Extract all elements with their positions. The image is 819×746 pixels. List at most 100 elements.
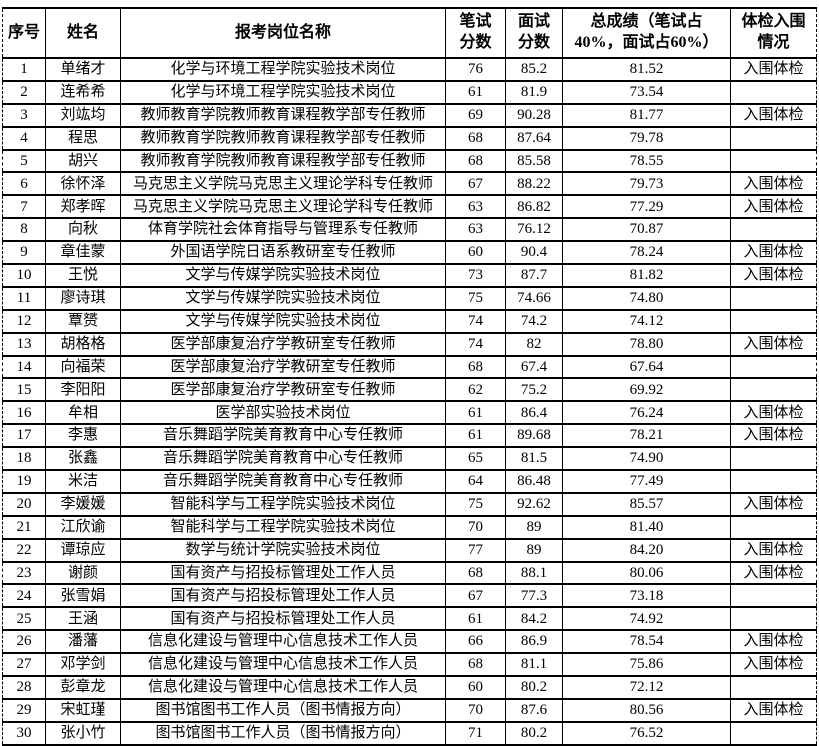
cell-position: 音乐舞蹈学院美育教育中心专任教师 bbox=[120, 469, 446, 494]
cell-name: 李媛媛 bbox=[45, 491, 121, 517]
cell-index: 24 bbox=[2, 583, 46, 609]
cell-written-score: 66 bbox=[445, 629, 506, 655]
cell-position: 体育学院社会体育指导与管理系专任教师 bbox=[120, 217, 446, 243]
cell-index: 11 bbox=[2, 285, 46, 311]
table-row: 23 谢颜 国有资产与招投标管理处工作人员 68 88.1 80.06 入围体检 bbox=[2, 560, 817, 586]
cell-index: 21 bbox=[2, 514, 46, 540]
cell-interview-score: 74.2 bbox=[505, 308, 563, 334]
cell-name: 连希希 bbox=[45, 79, 121, 105]
column-header-position: 报考岗位名称 bbox=[120, 7, 446, 59]
cell-written-score: 74 bbox=[445, 331, 506, 357]
cell-interview-score: 86.48 bbox=[505, 469, 563, 494]
table-row: 29 宋虹瑾 图书馆图书工作人员（图书情报方向） 70 87.6 80.56 入围体检 bbox=[2, 697, 817, 723]
cell-written-score: 70 bbox=[445, 514, 506, 540]
cell-name: 张雪娟 bbox=[45, 583, 121, 609]
cell-position: 智能科学与工程学院实验技术岗位 bbox=[120, 514, 446, 540]
cell-total-score: 80.06 bbox=[562, 560, 731, 586]
cell-position: 音乐舞蹈学院美育教育中心专任教师 bbox=[120, 423, 446, 449]
cell-interview-score: 87.7 bbox=[505, 263, 563, 288]
cell-index: 14 bbox=[2, 354, 46, 380]
cell-index: 8 bbox=[2, 217, 46, 243]
cell-total-score: 78.54 bbox=[562, 629, 731, 655]
cell-position: 国有资产与招投标管理处工作人员 bbox=[120, 560, 446, 586]
cell-total-score: 75.86 bbox=[562, 652, 731, 678]
cell-index: 30 bbox=[2, 720, 46, 746]
cell-total-score: 78.55 bbox=[562, 148, 731, 174]
cell-total-score: 73.54 bbox=[562, 79, 731, 105]
cell-position: 马克思主义学院马克思主义理论学科专任教师 bbox=[120, 194, 446, 220]
cell-interview-score: 80.2 bbox=[505, 675, 563, 700]
cell-written-score: 65 bbox=[445, 446, 506, 472]
cell-name: 谭琼应 bbox=[45, 537, 121, 563]
column-header-interview-score: 面试 分数 bbox=[505, 7, 563, 59]
cell-position: 信息化建设与管理中心信息技术工作人员 bbox=[120, 675, 446, 700]
table-row: 25 王涵 国有资产与招投标管理处工作人员 61 84.2 74.92 bbox=[2, 606, 817, 632]
cell-total-score: 72.12 bbox=[562, 675, 731, 700]
table-row: 19 米洁 音乐舞蹈学院美育教育中心专任教师 64 86.48 77.49 bbox=[2, 469, 817, 494]
column-header-index: 序号 bbox=[2, 7, 46, 59]
cell-index: 20 bbox=[2, 491, 46, 517]
cell-written-score: 62 bbox=[445, 377, 506, 403]
cell-name: 宋虹瑾 bbox=[45, 697, 121, 723]
cell-name: 刘竑均 bbox=[45, 102, 121, 128]
cell-interview-score: 86.9 bbox=[505, 629, 563, 655]
cell-total-score: 69.92 bbox=[562, 377, 731, 403]
cell-index: 19 bbox=[2, 469, 46, 494]
cell-name: 李惠 bbox=[45, 423, 121, 449]
cell-name: 章佳蒙 bbox=[45, 240, 121, 266]
table-row: 4 程思 教师教育学院教师教育课程教学部专任教师 68 87.64 79.78 bbox=[2, 125, 817, 151]
cell-name: 谢颜 bbox=[45, 560, 121, 586]
cell-total-score: 81.52 bbox=[562, 57, 731, 82]
cell-written-score: 64 bbox=[445, 469, 506, 494]
cell-index: 12 bbox=[2, 308, 46, 334]
table-row: 20 李媛媛 智能科学与工程学院实验技术岗位 75 92.62 85.57 入围体检 bbox=[2, 491, 817, 517]
cell-medical-status bbox=[730, 446, 817, 472]
cell-index: 17 bbox=[2, 423, 46, 449]
table-row: 11 廖诗琪 文学与传媒学院实验技术岗位 75 74.66 74.80 bbox=[2, 285, 817, 311]
cell-medical-status bbox=[730, 583, 817, 609]
table-row: 17 李惠 音乐舞蹈学院美育教育中心专任教师 61 89.68 78.21 入围体检 bbox=[2, 423, 817, 449]
cell-medical-status bbox=[730, 354, 817, 380]
table-row: 26 潘藩 信息化建设与管理中心信息技术工作人员 66 86.9 78.54 入围体检 bbox=[2, 629, 817, 655]
cell-interview-score: 88.1 bbox=[505, 560, 563, 586]
cell-interview-score: 87.6 bbox=[505, 697, 563, 723]
cell-total-score: 81.77 bbox=[562, 102, 731, 128]
cell-total-score: 85.57 bbox=[562, 491, 731, 517]
results-table: 序号 姓名 报考岗位名称 笔试 分数 面试 分数 总成绩（笔试占 40%，面试占60%）体… bbox=[2, 7, 817, 746]
cell-interview-score: 90.4 bbox=[505, 240, 563, 266]
cell-medical-status bbox=[730, 675, 817, 700]
cell-index: 18 bbox=[2, 446, 46, 472]
cell-index: 15 bbox=[2, 377, 46, 403]
cell-medical-status bbox=[730, 514, 817, 540]
cell-position: 外国语学院日语系教研室专任教师 bbox=[120, 240, 446, 266]
cell-name: 徐怀泽 bbox=[45, 171, 121, 197]
cell-position: 图书馆图书工作人员（图书情报方向） bbox=[120, 697, 446, 723]
table-row: 10 王悦 文学与传媒学院实验技术岗位 73 87.7 81.82 入围体检 bbox=[2, 263, 817, 288]
cell-total-score: 79.73 bbox=[562, 171, 731, 197]
cell-name: 单绪才 bbox=[45, 57, 121, 82]
cell-medical-status bbox=[730, 79, 817, 105]
cell-name: 向秋 bbox=[45, 217, 121, 243]
table-row: 9 章佳蒙 外国语学院日语系教研室专任教师 60 90.4 78.24 入围体检 bbox=[2, 240, 817, 266]
cell-index: 28 bbox=[2, 675, 46, 700]
cell-total-score: 78.24 bbox=[562, 240, 731, 266]
cell-position: 马克思主义学院马克思主义理论学科专任教师 bbox=[120, 171, 446, 197]
cell-interview-score: 81.5 bbox=[505, 446, 563, 472]
cell-position: 文学与传媒学院实验技术岗位 bbox=[120, 308, 446, 334]
cell-medical-status: 入围体检 bbox=[730, 194, 817, 220]
cell-total-score: 78.80 bbox=[562, 331, 731, 357]
table-row: 2 连希希 化学与环境工程学院实验技术岗位 61 81.9 73.54 bbox=[2, 79, 817, 105]
cell-name: 程思 bbox=[45, 125, 121, 151]
cell-medical-status bbox=[730, 217, 817, 243]
table-row: 14 向福荣 医学部康复治疗学教研室专任教师 68 67.4 67.64 bbox=[2, 354, 817, 380]
cell-written-score: 75 bbox=[445, 285, 506, 311]
cell-interview-score: 89.68 bbox=[505, 423, 563, 449]
cell-name: 彭章龙 bbox=[45, 675, 121, 700]
cell-position: 信息化建设与管理中心信息技术工作人员 bbox=[120, 629, 446, 655]
cell-total-score: 81.40 bbox=[562, 514, 731, 540]
cell-interview-score: 74.66 bbox=[505, 285, 563, 311]
table-row: 3 刘竑均 教师教育学院教师教育课程教学部专任教师 69 90.28 81.77 入围体检 bbox=[2, 102, 817, 128]
cell-index: 1 bbox=[2, 57, 46, 82]
cell-name: 郑孝晖 bbox=[45, 194, 121, 220]
